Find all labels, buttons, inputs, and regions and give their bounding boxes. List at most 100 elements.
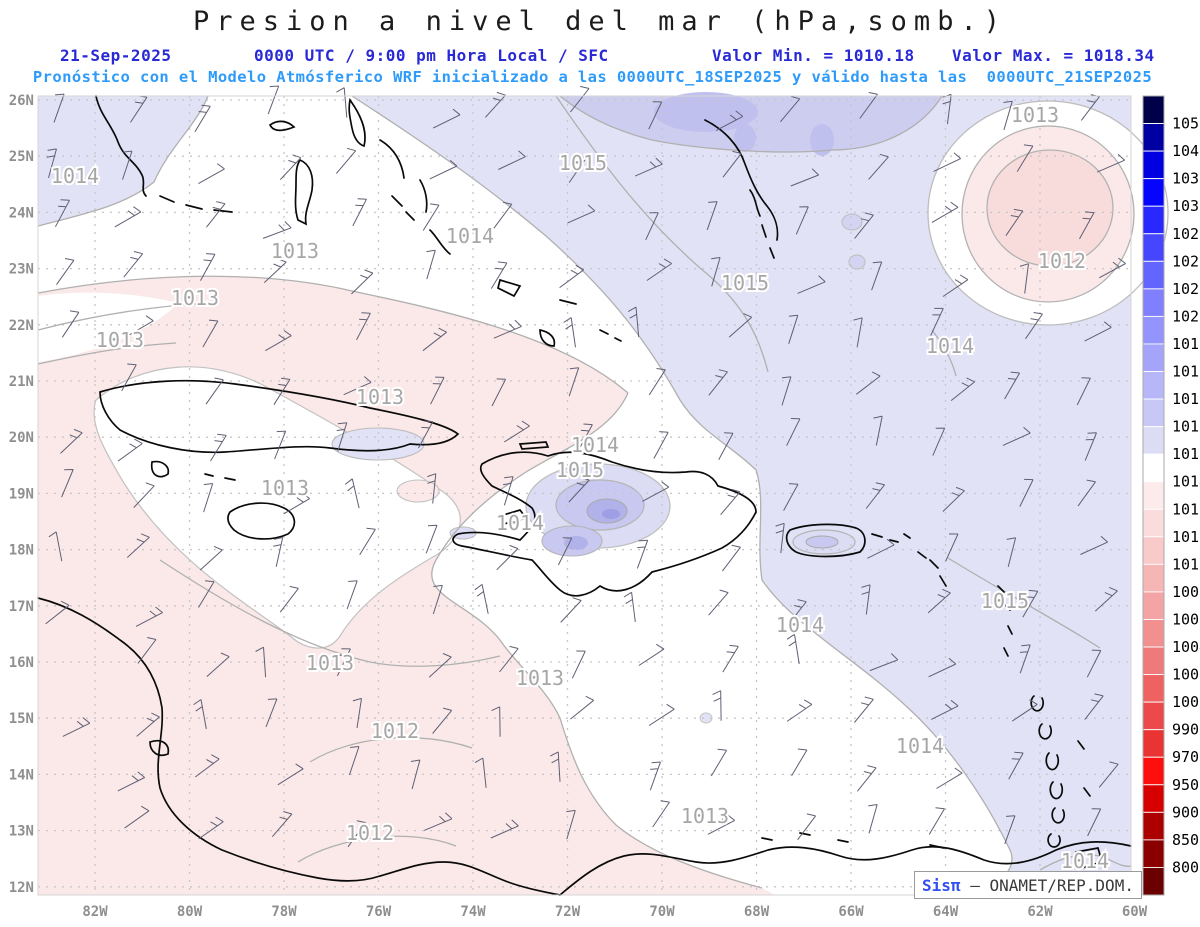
- colorbar-segment: [1142, 839, 1165, 868]
- colorbar-segment: [1142, 371, 1165, 400]
- lon-label: 68W: [744, 904, 770, 920]
- colorbar-label: 1018: [1172, 363, 1200, 381]
- contour-label: 1015: [559, 151, 607, 175]
- colorbar-segment: [1142, 426, 1165, 455]
- wind-barbs: [45, 85, 1126, 848]
- lat-label: 18N: [9, 543, 34, 559]
- contour-label: 1013: [306, 651, 354, 675]
- colorbar-segment: [1142, 866, 1165, 896]
- map-border: [37, 95, 1132, 896]
- contour-label: 1014: [446, 224, 494, 248]
- lat-label: 20N: [9, 430, 34, 446]
- colorbar-label: 1006: [1172, 610, 1200, 628]
- lat-label: 19N: [9, 486, 34, 502]
- colorbar-segment: [1142, 756, 1165, 786]
- colorbar-segment: [1142, 453, 1165, 483]
- colorbar-label: 1028: [1172, 225, 1200, 243]
- lon-label: 60W: [1122, 904, 1148, 920]
- colorbar-label: 1040: [1172, 142, 1200, 160]
- lon-label: 78W: [271, 904, 297, 920]
- lat-label: 22N: [9, 318, 34, 334]
- contour-label: 1013: [96, 328, 144, 352]
- pressure-colorbar: 1050 1040 1035 1030 1028 1025 1022 1020 1019 1018…: [1142, 95, 1200, 896]
- colorbar-label: 1035: [1172, 170, 1200, 188]
- colorbar-segment: [1142, 701, 1165, 731]
- forecast-model-line: Pronóstico con el Modelo Atmósferico WRF…: [32, 68, 1153, 86]
- colorbar-label: 1000: [1172, 693, 1200, 711]
- colorbar-label: 900: [1172, 803, 1199, 821]
- colorbar-segment: [1142, 315, 1165, 345]
- lon-label: 74W: [460, 904, 486, 920]
- contour-label: 1012: [1038, 249, 1086, 273]
- isobar-contours: [37, 95, 1132, 896]
- lon-label: 62W: [1027, 904, 1053, 920]
- colorbar-segment: [1142, 729, 1165, 758]
- colorbar-segment: [1142, 646, 1165, 676]
- branding-box: Sisπ – ONAMET/REP.DOM.: [914, 871, 1142, 899]
- lat-label: 14N: [9, 767, 34, 783]
- lat-label: 26N: [9, 93, 34, 109]
- colorbar-label: 1020: [1172, 307, 1200, 325]
- colorbar-label: 1004: [1172, 638, 1200, 656]
- valid-time-level: 0000 UTC / 9:00 pm Hora Local / SFC: [254, 46, 609, 65]
- contour-label: 1013: [261, 476, 309, 500]
- colorbar-segment: [1142, 233, 1165, 262]
- valid-date: 21-Sep-2025: [60, 46, 172, 65]
- colorbar-label: 1010: [1172, 555, 1200, 573]
- colorbar-label: 1022: [1172, 280, 1200, 298]
- colorbar-label: 1019: [1172, 335, 1200, 353]
- contour-label: 1013: [271, 239, 319, 263]
- contour-label: 1014: [896, 734, 944, 758]
- colorbar-label: 1017: [1172, 390, 1200, 408]
- colorbar-label: 800: [1172, 858, 1199, 876]
- contour-label: 1012: [346, 821, 394, 845]
- contour-label: 1013: [516, 666, 564, 690]
- colorbar-label: 1025: [1172, 252, 1200, 270]
- latlon-gridlines: [38, 96, 1131, 895]
- coastlines: [37, 95, 1132, 896]
- lon-label: 80W: [177, 904, 203, 920]
- contour-label: 1014: [496, 511, 544, 535]
- colorbar-segment: [1142, 674, 1165, 703]
- contour-label: 1014: [776, 613, 824, 637]
- colorbar-label: 990: [1172, 721, 1199, 739]
- colorbar-segment: [1142, 205, 1165, 235]
- contour-label: 1014: [1061, 849, 1109, 873]
- onamet-credit: – ONAMET/REP.DOM.: [960, 875, 1134, 895]
- colorbar-label: 1013: [1172, 500, 1200, 518]
- lon-label: 66W: [838, 904, 864, 920]
- colorbar-segment: [1142, 784, 1165, 813]
- colorbar-segment: [1142, 591, 1165, 620]
- contour-label: 1015: [721, 271, 769, 295]
- colorbar-segment: [1142, 178, 1165, 207]
- colorbar-label: 1030: [1172, 197, 1200, 215]
- colorbar-segment: [1142, 563, 1165, 593]
- colorbar-label: 1015: [1172, 445, 1200, 463]
- contour-label: 1013: [681, 804, 729, 828]
- lat-label: 23N: [9, 262, 34, 278]
- colorbar-segment: [1142, 508, 1165, 538]
- value-max: Valor Max. = 1018.34: [952, 46, 1155, 65]
- colorbar-label: 1050: [1172, 115, 1200, 133]
- lon-label: 76W: [366, 904, 392, 920]
- colorbar-segment: [1142, 811, 1165, 841]
- colorbar-segment: [1142, 123, 1165, 152]
- colorbar-segment: [1142, 481, 1165, 510]
- lat-label: 12N: [9, 880, 34, 896]
- contour-label: 1013: [1011, 103, 1059, 127]
- colorbar-segment: [1142, 343, 1165, 372]
- colorbar-label: 1008: [1172, 583, 1200, 601]
- contour-label: 1015: [556, 458, 604, 482]
- colorbar-label: 1012: [1172, 528, 1200, 546]
- lon-label: 72W: [555, 904, 581, 920]
- colorbar-label: 950: [1172, 776, 1199, 794]
- contour-value-labels: 1014 1013 1014 1015 1015 1013 1012 1014 1013 1013…: [49, 101, 1111, 875]
- sispi-logo: Sisπ: [922, 875, 961, 895]
- contour-label: 1012: [371, 719, 419, 743]
- colorbar-label: 1014: [1172, 473, 1200, 491]
- contour-label: 1013: [171, 286, 219, 310]
- colorbar-label: 1002: [1172, 666, 1200, 684]
- lat-label: 15N: [9, 711, 34, 727]
- lat-label: 24N: [9, 205, 34, 221]
